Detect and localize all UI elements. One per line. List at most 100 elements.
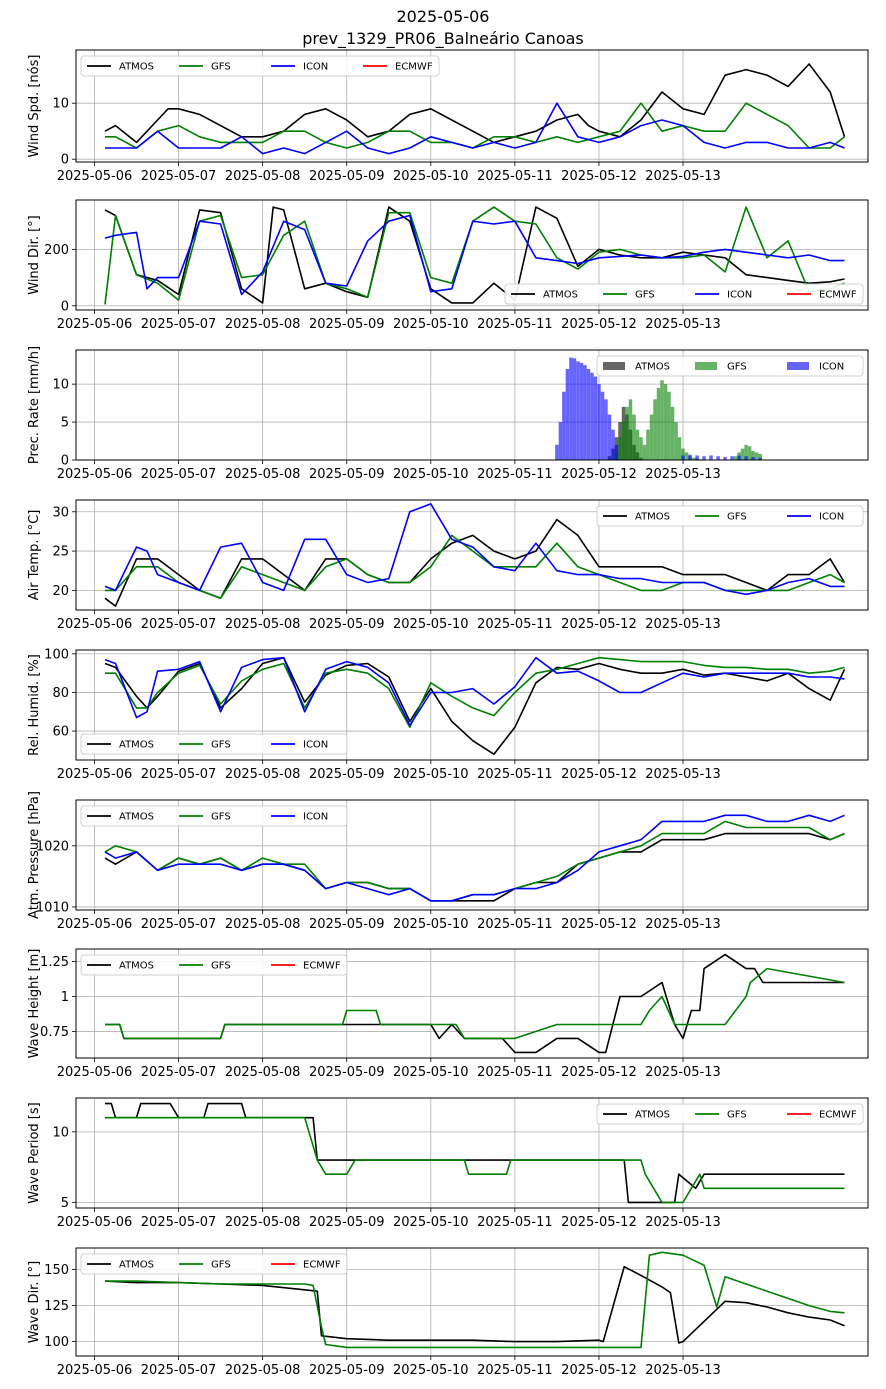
legend-label-gfs: GFS [211, 812, 231, 823]
x-tick-label: 2025-05-10 [393, 617, 469, 632]
bar-gfs [754, 452, 759, 460]
panel-8: 2025-05-06 2025-05-07 2025-05-08 2025-05-09… [27, 1247, 869, 1378]
panel-2: 2025-05-06 2025-05-07 2025-05-08 2025-05-09… [27, 346, 869, 482]
x-tick-label: 2025-05-13 [645, 1065, 721, 1080]
x-tick-label: 2025-05-07 [141, 767, 217, 782]
y-tick-label: 0.75 [40, 1025, 69, 1040]
bar-gfs [747, 446, 752, 460]
x-tick-label: 2025-05-12 [561, 467, 637, 482]
y-axis-label: Wind Dir. [°] [27, 215, 42, 295]
x-tick-label: 2025-05-07 [141, 317, 217, 332]
panel-data [104, 1251, 845, 1349]
y-tick-label: 5 [61, 416, 69, 431]
bar-icon [579, 362, 584, 460]
x-tick-label: 2025-05-10 [393, 317, 469, 332]
legend-frame [504, 283, 864, 305]
x-tick-label: 2025-05-12 [561, 617, 637, 632]
bar-gfs [663, 384, 668, 460]
bar-icon [723, 456, 727, 460]
axis-frame [75, 349, 869, 461]
legend-label-atmos: ATMOS [119, 961, 154, 972]
legend-label-icon: ICON [819, 512, 844, 523]
bar-icon [597, 384, 601, 460]
legend-label-icon: ICON [303, 740, 328, 751]
panel-5: 2025-05-06 2025-05-07 2025-05-08 2025-05-09… [27, 791, 869, 932]
series-line-atmos [104, 832, 845, 902]
series-line-gfs [105, 967, 845, 1040]
x-tick-label: 2025-05-10 [393, 1363, 469, 1378]
x-tick-label: 2025-05-11 [477, 317, 553, 332]
bar-gfs [684, 452, 689, 460]
x-tick-label: 2025-05-08 [225, 1363, 301, 1378]
x-tick-label: 2025-05-09 [309, 767, 385, 782]
bar-icon [576, 361, 580, 460]
x-tick-label: 2025-05-07 [141, 917, 217, 932]
y-axis-label: Air Temp. [°C] [27, 510, 42, 601]
bar-icon [688, 454, 692, 460]
x-tick-label: 2025-05-09 [309, 467, 385, 482]
x-tick-label: 2025-05-11 [477, 1363, 553, 1378]
bar-icon [607, 414, 612, 460]
bar-gfs [751, 450, 755, 460]
bar-gfs [618, 437, 622, 460]
bar-gfs [740, 448, 745, 460]
bar-icon [716, 456, 720, 460]
bar-gfs [639, 437, 643, 460]
legend-swatch-icon [787, 362, 809, 370]
legend-label-atmos: ATMOS [119, 812, 154, 823]
x-tick-label: 2025-05-11 [477, 917, 553, 932]
series-line-icon [104, 814, 845, 902]
legend-frame [80, 733, 348, 755]
bar-gfs [744, 444, 748, 460]
legend: ATMOS GFS ICON ECMWF [80, 55, 440, 77]
legend-frame [596, 505, 864, 527]
legend-swatch-atmos [603, 362, 625, 370]
y-tick-label: 100 [44, 647, 69, 662]
y-tick-label: 100 [44, 1335, 69, 1350]
x-tick-label: 2025-05-12 [561, 317, 637, 332]
bar-gfs [674, 422, 678, 460]
x-tick-label: 2025-05-06 [57, 169, 133, 184]
y-axis-label: Prec. Rate [mm/h] [27, 346, 42, 464]
y-tick-label: 25 [52, 545, 69, 560]
series-line-gfs [105, 1251, 845, 1349]
panel-data [104, 503, 846, 607]
x-tick-label: 2025-05-10 [393, 767, 469, 782]
bar-icon [586, 368, 591, 460]
series-line-gfs [105, 1116, 845, 1204]
bar-icon [558, 422, 563, 460]
legend: ATMOS GFS ECMWF [80, 1253, 348, 1275]
y-tick-label: 10 [52, 378, 69, 393]
bar-icon [744, 456, 748, 460]
series-line-atmos [104, 63, 846, 144]
bar-icon [590, 372, 594, 460]
legend-label-icon: ICON [727, 290, 752, 301]
legend-label-atmos: ATMOS [635, 362, 670, 373]
series-line-gfs [105, 534, 845, 600]
panel-7: 2025-05-06 2025-05-07 2025-05-08 2025-05-09… [27, 1097, 869, 1230]
x-tick-label: 2025-05-13 [645, 1363, 721, 1378]
legend-label-icon: ICON [303, 62, 328, 73]
x-tick-label: 2025-05-09 [309, 169, 385, 184]
bar-icon [709, 455, 713, 460]
legend-label-gfs: GFS [211, 62, 231, 73]
bar-gfs [632, 414, 636, 460]
y-tick-label: 1020 [36, 839, 69, 854]
axis-frame [75, 948, 869, 1059]
x-tick-label: 2025-05-11 [477, 617, 553, 632]
x-tick-label: 2025-05-07 [141, 1065, 217, 1080]
legend-label-atmos: ATMOS [119, 740, 154, 751]
x-tick-label: 2025-05-11 [477, 467, 553, 482]
panel-6: 2025-05-06 2025-05-07 2025-05-08 2025-05-09… [27, 948, 869, 1080]
bar-icon [695, 455, 699, 460]
bar-icon [702, 456, 706, 460]
bar-icon [600, 391, 605, 460]
panel-3: 2025-05-06 2025-05-07 2025-05-08 2025-05-09… [27, 499, 869, 632]
legend-label-ecmwf: ECMWF [303, 961, 341, 972]
legend-label-gfs: GFS [727, 1110, 747, 1121]
legend: ATMOS GFS ICON ECMWF [504, 283, 864, 305]
legend-label-ecmwf: ECMWF [395, 62, 433, 73]
legend-frame [596, 1103, 864, 1125]
legend-label-ecmwf: ECMWF [819, 1110, 857, 1121]
legend-label-atmos: ATMOS [635, 1110, 670, 1121]
